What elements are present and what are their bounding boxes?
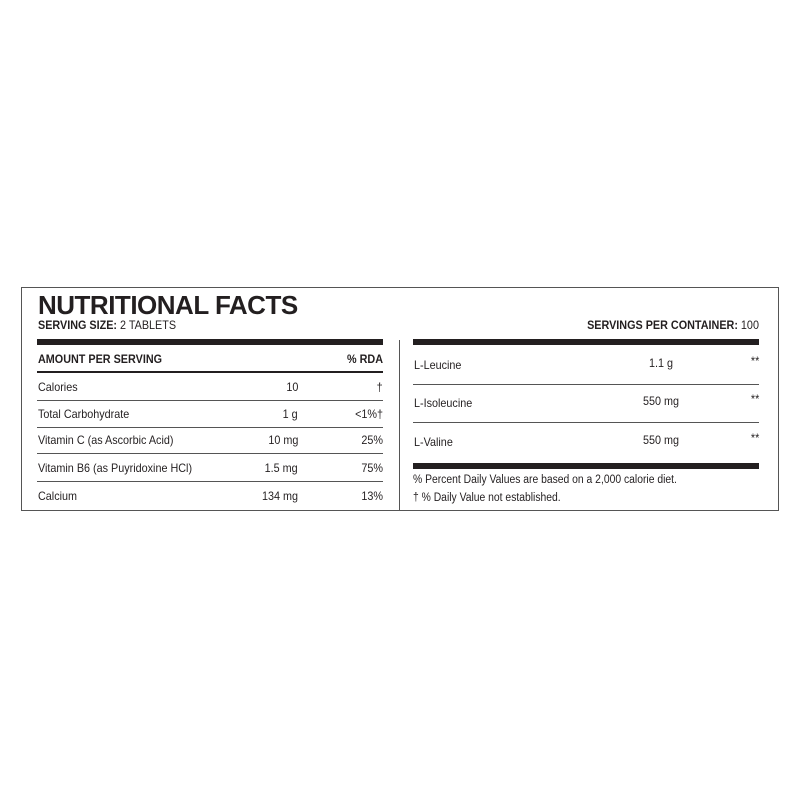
rule <box>37 371 383 373</box>
header-amount: AMOUNT PER SERVING <box>38 352 163 366</box>
rule <box>37 339 383 345</box>
nutrient-name: Vitamin B6 (as Puyridoxine HCl) <box>38 461 193 475</box>
servings-value: 100 <box>740 318 759 332</box>
nutrient-amount: 1 g <box>282 407 298 421</box>
nutrient-amount: 1.5 mg <box>264 461 298 475</box>
row-rule <box>37 481 383 482</box>
serving-size: SERVING SIZE: 2 TABLETS <box>38 318 176 332</box>
amino-amount: 1.1 g <box>648 356 674 370</box>
nutrient-rda: 25% <box>361 433 383 447</box>
row-rule <box>37 453 383 454</box>
label-box <box>21 287 779 511</box>
footnote: † % Daily Value not established. <box>413 492 561 504</box>
amino-name: L-Isoleucine <box>414 396 473 410</box>
serving-size-label: SERVING SIZE: <box>38 318 118 332</box>
nutrient-rda: 75% <box>361 461 383 475</box>
rule <box>413 339 759 345</box>
title: NUTRITIONAL FACTS <box>38 290 298 320</box>
amino-name: L-Leucine <box>414 358 462 372</box>
nutrient-amount: 134 mg <box>261 489 298 503</box>
nutrient-rda: <1%† <box>355 407 383 421</box>
nutrient-rda: † <box>376 380 383 394</box>
row-rule <box>37 427 383 428</box>
nutrient-name: Calcium <box>38 489 78 503</box>
rule <box>413 463 759 469</box>
amino-rda: ** <box>750 354 759 368</box>
footnote: % Percent Daily Values are based on a 2,… <box>413 474 677 486</box>
amino-amount: 550 mg <box>642 394 680 408</box>
nutrient-name: Total Carbohydrate <box>38 407 130 421</box>
divider <box>399 340 400 510</box>
header-rda: % RDA <box>346 352 383 366</box>
servings-label: SERVINGS PER CONTAINER: <box>587 318 738 332</box>
amino-name: L-Valine <box>414 435 453 449</box>
amino-rda: ** <box>750 431 759 445</box>
nutrient-name: Calories <box>38 380 78 394</box>
servings-per-container: SERVINGS PER CONTAINER: 100 <box>587 318 759 332</box>
serving-size-value: 2 TABLETS <box>120 318 177 332</box>
amino-rda: ** <box>750 392 759 406</box>
nutrient-amount: 10 <box>285 380 298 394</box>
nutrient-amount: 10 mg <box>267 433 298 447</box>
row-rule <box>413 422 759 423</box>
nutrient-rda: 13% <box>361 489 383 503</box>
row-rule <box>37 400 383 401</box>
row-rule <box>413 384 759 385</box>
nutrient-name: Vitamin C (as Ascorbic Acid) <box>38 433 174 447</box>
amino-amount: 550 mg <box>642 433 680 447</box>
